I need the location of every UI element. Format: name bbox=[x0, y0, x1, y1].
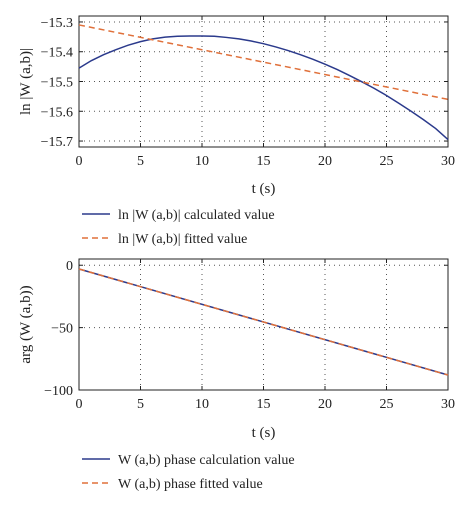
series-line-1 bbox=[78, 35, 449, 141]
y-axis-label: arg (W (a,b)) bbox=[18, 285, 34, 363]
x-tick-label: 30 bbox=[441, 154, 455, 169]
x-axis-label: t (s) bbox=[252, 425, 276, 441]
y-tick-label: −15.6 bbox=[41, 105, 73, 120]
y-tick-label: −50 bbox=[51, 322, 73, 337]
y-tick-label: −15.4 bbox=[41, 46, 73, 61]
x-tick-label: 10 bbox=[195, 397, 209, 412]
x-tick-label: 15 bbox=[257, 397, 271, 412]
y-tick-label: 0 bbox=[66, 259, 73, 274]
x-tick-label: 0 bbox=[76, 397, 83, 412]
x-tick-label: 20 bbox=[318, 397, 332, 412]
x-tick-label: 5 bbox=[137, 397, 144, 412]
y-axis-label: ln |W (a,b)| bbox=[18, 48, 34, 115]
legend-label-2: ln |W (a,b)| fitted value bbox=[118, 232, 247, 247]
series-line-2 bbox=[78, 24, 449, 101]
x-tick-label: 5 bbox=[137, 154, 144, 169]
x-tick-label: 10 bbox=[195, 154, 209, 169]
x-tick-label: 30 bbox=[441, 397, 455, 412]
x-tick-label: 20 bbox=[318, 154, 332, 169]
x-tick-label: 25 bbox=[380, 154, 394, 169]
x-tick-label: 15 bbox=[257, 154, 271, 169]
chart-panel-2: 0 5 10 15 20 25 30 0 −50 −100 t (s) arg (W (a,b)) W … bbox=[18, 258, 455, 492]
legend-label-1: W (a,b) phase calculation value bbox=[118, 453, 295, 468]
y-tick-label: −15.7 bbox=[41, 135, 73, 150]
y-tick-label: −15.5 bbox=[41, 76, 73, 91]
y-tick-label: −100 bbox=[44, 384, 73, 399]
chart-panel-1: 0 5 10 15 20 25 30 −15.3 −15.4 −15.5 −15.6 −15.7 t (… bbox=[18, 15, 455, 247]
series-line-2 bbox=[78, 268, 449, 376]
x-axis-label: t (s) bbox=[252, 181, 276, 197]
legend-label-1: ln |W (a,b)| calculated value bbox=[118, 208, 275, 223]
x-tick-label: 0 bbox=[76, 154, 83, 169]
y-tick-label: −15.3 bbox=[41, 16, 73, 31]
legend-label-2: W (a,b) phase fitted value bbox=[118, 477, 263, 492]
x-tick-label: 25 bbox=[380, 397, 394, 412]
